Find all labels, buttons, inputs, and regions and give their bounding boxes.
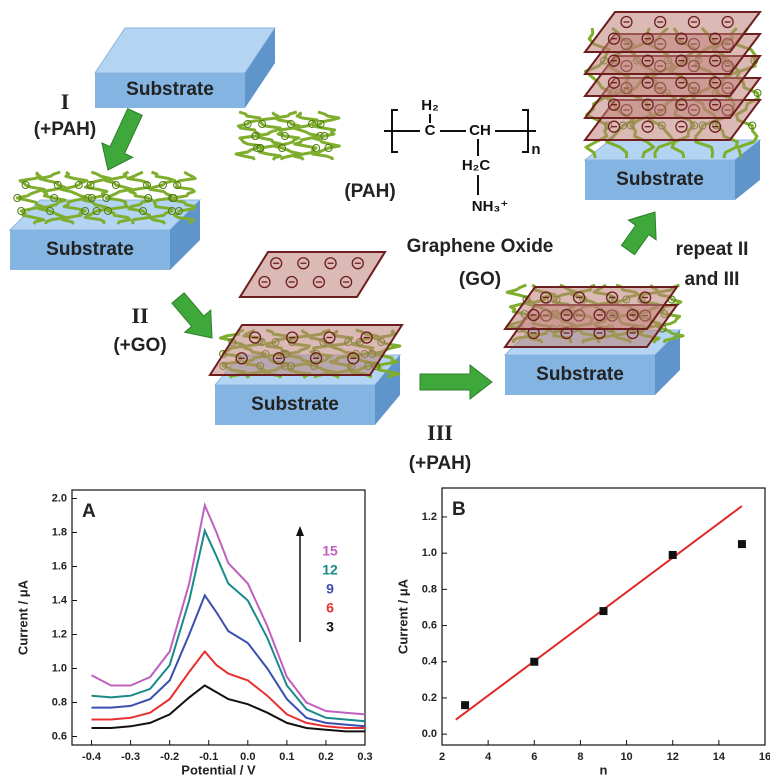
curve: [92, 595, 366, 726]
x-tick-label: 16: [759, 751, 770, 763]
legend-label: 12: [322, 562, 338, 578]
formula-part: H₂C: [462, 157, 490, 174]
x-axis-label: n: [600, 762, 608, 777]
x-tick-label: 10: [620, 751, 632, 763]
substrate-label: Substrate: [46, 239, 134, 260]
substrate-label: Substrate: [536, 364, 624, 385]
plot-frame: [442, 488, 765, 745]
go-sheet: [505, 287, 677, 329]
formula-part: C: [425, 122, 436, 139]
y-tick-label: 0.0: [422, 728, 437, 740]
formula-part: n: [531, 141, 540, 158]
x-tick-label: 0.2: [318, 751, 333, 763]
legend-label: 6: [326, 600, 334, 616]
y-tick-label: 1.0: [52, 662, 67, 674]
data-point: [738, 540, 746, 548]
legend-label: 3: [326, 619, 334, 635]
y-tick-label: 1.0: [422, 547, 437, 559]
repeat-label: repeat II: [676, 239, 749, 260]
substrate-top: [95, 28, 275, 73]
arrow: [102, 109, 142, 170]
y-axis-label: Current / μA: [395, 578, 410, 654]
arrow: [420, 365, 492, 399]
x-tick-label: -0.1: [199, 751, 218, 763]
step-label: I: [61, 89, 70, 114]
x-tick-label: -0.3: [121, 751, 140, 763]
step-label: III: [427, 420, 453, 445]
figure: Substrate Substrate Substrate Substrate Subs…: [0, 0, 770, 777]
y-tick-label: 0.8: [422, 583, 437, 595]
legend-label: 15: [322, 543, 338, 559]
substrate-label: Substrate: [616, 169, 704, 190]
formula-part: CH: [469, 122, 491, 139]
y-tick-label: 0.6: [52, 730, 67, 742]
step-agent: (+GO): [113, 335, 166, 356]
x-tick-label: 14: [713, 751, 726, 763]
x-tick-label: -0.2: [160, 751, 179, 763]
x-tick-label: 12: [667, 751, 679, 763]
step-agent: (+PAH): [409, 453, 471, 474]
y-tick-label: 1.2: [422, 511, 437, 523]
panel-title: A: [82, 501, 96, 522]
x-tick-label: -0.4: [82, 751, 102, 763]
curve: [92, 686, 366, 732]
schematic: Substrate Substrate Substrate Substrate Subs…: [10, 12, 761, 425]
formula-part: NH₃⁺: [472, 198, 509, 215]
go-abbr: (GO): [459, 269, 501, 290]
y-axis-label: Current / μA: [15, 579, 30, 655]
substrate-label: Substrate: [251, 394, 339, 415]
step-label: II: [131, 303, 148, 328]
data-point: [600, 607, 608, 615]
curve: [92, 505, 366, 714]
go-sheet: [210, 325, 402, 375]
go-label: Graphene Oxide: [407, 236, 554, 257]
charts: 0.6 0.8 1.0 1.2 1.4 1.6 1.8 2.0 -0.4 -0.3 -0.2 -0.1…: [15, 488, 770, 777]
pah-chain: [274, 112, 301, 160]
arrow: [621, 212, 656, 255]
x-tick-label: 8: [577, 751, 583, 763]
x-tick-label: 6: [531, 751, 537, 763]
x-tick-label: 0.3: [357, 751, 372, 763]
step-agent: (+PAH): [34, 119, 96, 140]
arrow: [172, 293, 212, 338]
y-tick-label: 1.6: [52, 560, 67, 572]
x-tick-label: 2: [439, 751, 445, 763]
data-point: [669, 551, 677, 559]
y-tick-label: 0.6: [422, 619, 437, 631]
data-point: [461, 701, 469, 709]
curve: [92, 531, 366, 721]
legend-arrowhead: [296, 526, 304, 536]
legend-label: 9: [326, 581, 334, 597]
panel-title: B: [452, 499, 466, 520]
y-tick-label: 0.2: [422, 692, 437, 704]
substrate-label: Substrate: [126, 79, 214, 100]
x-tick-label: 0.1: [279, 751, 294, 763]
y-tick-label: 1.2: [52, 628, 67, 640]
x-axis-label: Potential / V: [181, 762, 256, 777]
y-tick-label: 0.8: [52, 696, 67, 708]
formula-bonds: [384, 110, 536, 195]
repeat-label: and III: [685, 269, 740, 290]
fit-line: [456, 506, 742, 720]
x-tick-label: 0.0: [240, 751, 255, 763]
data-point: [530, 658, 538, 666]
x-tick-label: 4: [485, 751, 492, 763]
go-sheet: [585, 12, 760, 52]
pah-label: (PAH): [344, 181, 395, 202]
formula-part: H₂: [421, 97, 439, 114]
y-tick-label: 2.0: [52, 492, 67, 504]
y-tick-label: 0.4: [422, 656, 438, 668]
y-tick-label: 1.8: [52, 526, 67, 538]
y-tick-label: 1.4: [52, 594, 68, 606]
go-sheet: [240, 252, 385, 297]
